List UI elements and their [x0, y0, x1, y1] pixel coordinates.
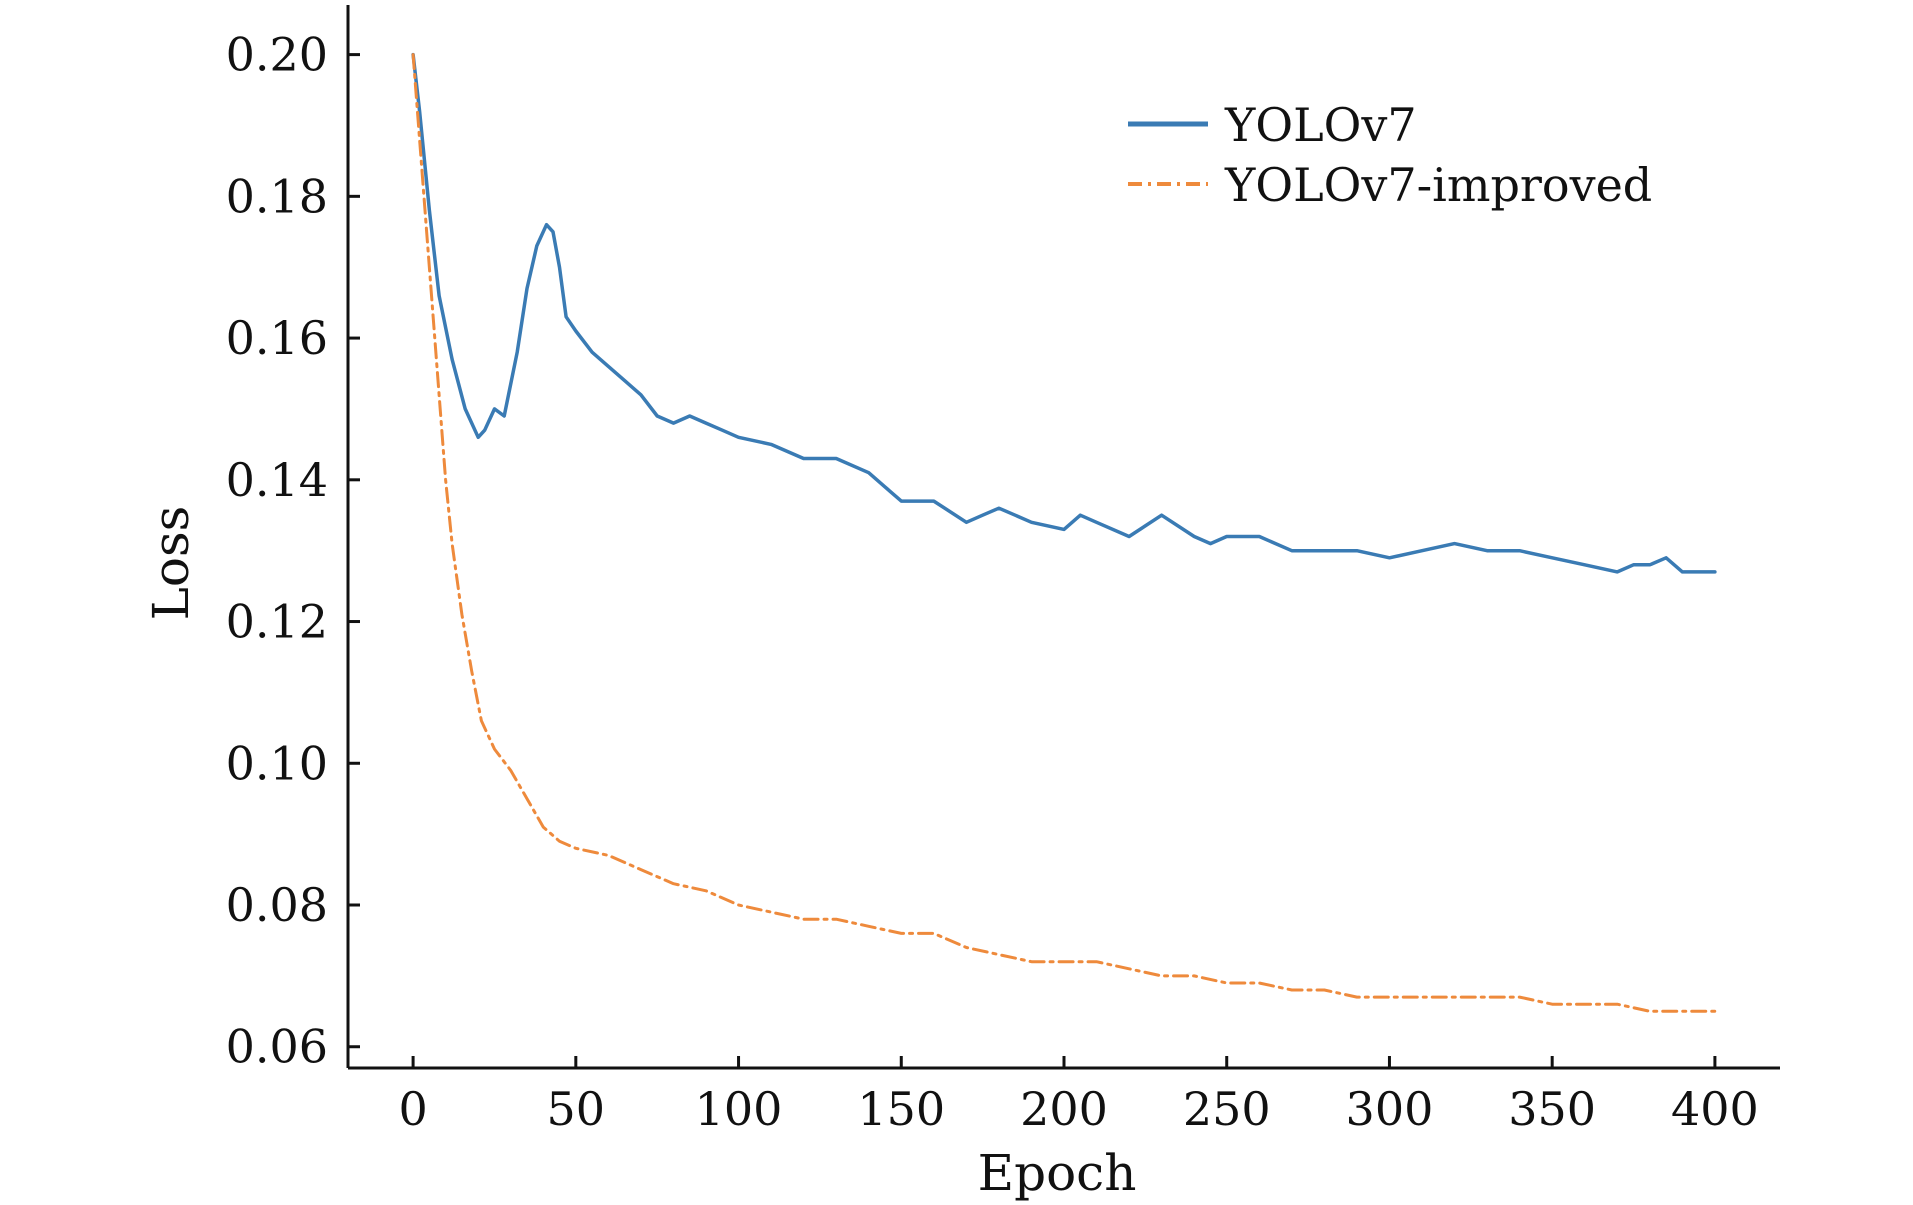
x-axis-label: Epoch [978, 1144, 1137, 1202]
y-tick-label: 0.06 [226, 1020, 328, 1074]
x-tick-label: 150 [857, 1082, 945, 1136]
x-tick-label: 300 [1346, 1082, 1434, 1136]
y-tick-label: 0.20 [226, 28, 328, 82]
y-axis-label: Loss [142, 506, 200, 621]
x-tick-label: 250 [1183, 1082, 1271, 1136]
y-tick-label: 0.16 [226, 311, 328, 365]
x-tick-label: 350 [1508, 1082, 1596, 1136]
x-tick-label: 400 [1671, 1082, 1759, 1136]
y-tick-label: 0.10 [226, 736, 328, 790]
x-tick-label: 50 [547, 1082, 606, 1136]
x-tick-label: 200 [1020, 1082, 1108, 1136]
y-tick-label: 0.18 [226, 169, 328, 223]
y-tick-label: 0.08 [226, 878, 328, 932]
legend-label-yolov7: YOLOv7 [1224, 98, 1417, 152]
ticks: 0 50 100 150 200 250 300 350 400 0.06 0.08 0.10 0.12… [226, 28, 1759, 1136]
legend-label-yolov7-improved: YOLOv7-improved [1224, 158, 1652, 212]
y-tick-label: 0.14 [226, 453, 328, 507]
series-line-yolov7 [411, 52, 1717, 574]
x-tick-label: 0 [398, 1082, 427, 1136]
y-tick-label: 0.12 [226, 595, 328, 649]
series [411, 52, 1717, 1013]
x-tick-label: 100 [695, 1082, 783, 1136]
legend: YOLOv7 YOLOv7-improved [1128, 98, 1652, 212]
series-line-yolov7-improved [411, 53, 1717, 1013]
